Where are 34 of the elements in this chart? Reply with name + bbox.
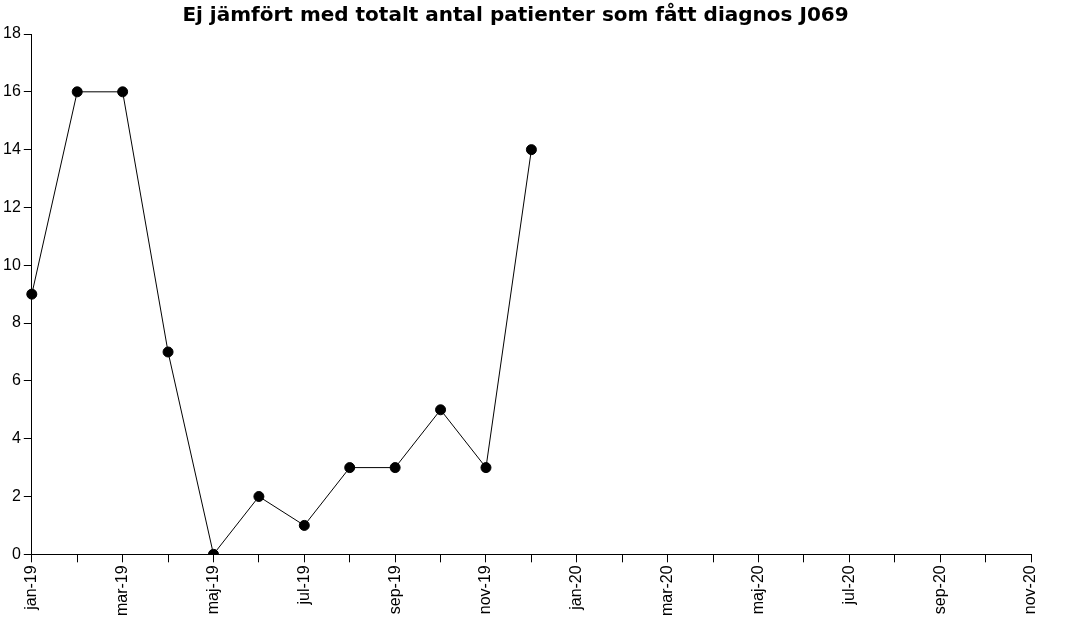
point [298, 519, 310, 531]
y-tick-label: 14 [3, 140, 21, 158]
y-tick-label: 4 [11, 429, 21, 447]
x-tick-label: sep-20 [930, 565, 948, 615]
point [344, 462, 356, 474]
x-tick-label: mar-20 [658, 565, 676, 617]
y-tick-label: 16 [3, 82, 21, 100]
y-tick-label: 2 [11, 486, 21, 504]
y-tick-label: 6 [11, 371, 21, 389]
point [71, 86, 83, 98]
y-tick-label: 12 [3, 197, 21, 215]
point [162, 346, 174, 358]
y-tick-label: 8 [11, 313, 21, 331]
point [117, 86, 129, 98]
x-tick-label: nov-19 [476, 565, 494, 615]
chart-title: Ej jämfört med totalt antal patienter som fått diagnos J069 [182, 2, 849, 27]
point [26, 288, 38, 300]
x-tick-label: maj-19 [203, 565, 221, 615]
point [525, 144, 537, 156]
x-tick-label: sep-19 [385, 565, 403, 615]
point [253, 491, 265, 503]
x-tick-label: jul-19 [294, 565, 312, 606]
point [435, 404, 447, 416]
point [389, 462, 401, 474]
y-tick-label: 10 [3, 255, 21, 273]
x-tick-label: nov-20 [1021, 565, 1039, 615]
point [480, 462, 492, 474]
y-tick-label: 18 [3, 24, 21, 42]
x-tick-label: jan-20 [567, 565, 585, 611]
x-tick-label: jul-20 [839, 565, 857, 606]
x-tick-label: mar-19 [113, 565, 131, 617]
x-tick-label: jan-19 [22, 565, 40, 611]
x-tick-label: maj-20 [748, 565, 766, 615]
y-tick-label: 0 [11, 544, 21, 562]
